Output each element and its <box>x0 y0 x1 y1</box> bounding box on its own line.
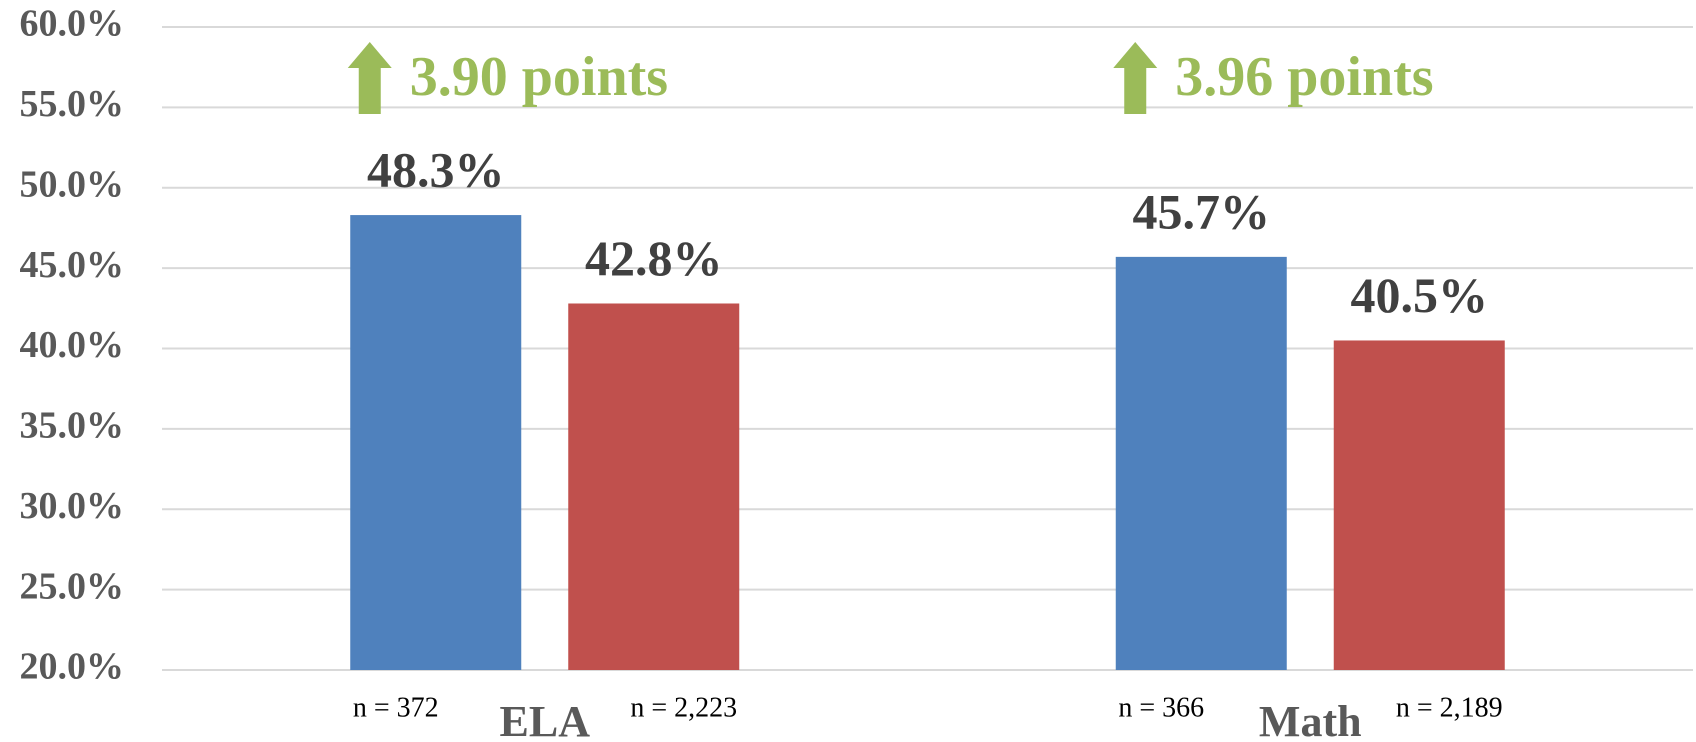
value-label: 48.3% <box>367 142 505 198</box>
bar <box>568 303 740 670</box>
n-label: n = 2,223 <box>630 692 737 723</box>
y-tick-label: 50.0% <box>20 163 125 205</box>
category-label: ELA <box>500 697 591 742</box>
bar <box>1333 340 1505 670</box>
bar <box>1115 256 1287 670</box>
category-label: Math <box>1259 697 1362 742</box>
y-tick-label: 25.0% <box>20 565 125 607</box>
value-label: 45.7% <box>1133 183 1271 239</box>
y-tick-label: 30.0% <box>20 485 125 527</box>
n-label: n = 372 <box>353 692 439 723</box>
annotation: 3.90 points <box>410 46 668 108</box>
n-label: n = 366 <box>1118 692 1204 723</box>
annotation: 3.96 points <box>1175 46 1433 108</box>
y-tick-label: 45.0% <box>20 244 125 286</box>
y-tick-label: 55.0% <box>20 83 125 125</box>
value-label: 42.8% <box>585 230 723 286</box>
y-tick-label: 20.0% <box>20 646 125 688</box>
bar <box>350 215 522 670</box>
y-tick-label: 40.0% <box>20 324 125 366</box>
n-label: n = 2,189 <box>1396 692 1503 723</box>
y-tick-label: 35.0% <box>20 405 125 447</box>
arrow-icon <box>347 42 392 114</box>
arrow-icon <box>1113 42 1158 114</box>
value-label: 40.5% <box>1351 267 1489 323</box>
y-tick-label: 60.0% <box>20 3 125 45</box>
